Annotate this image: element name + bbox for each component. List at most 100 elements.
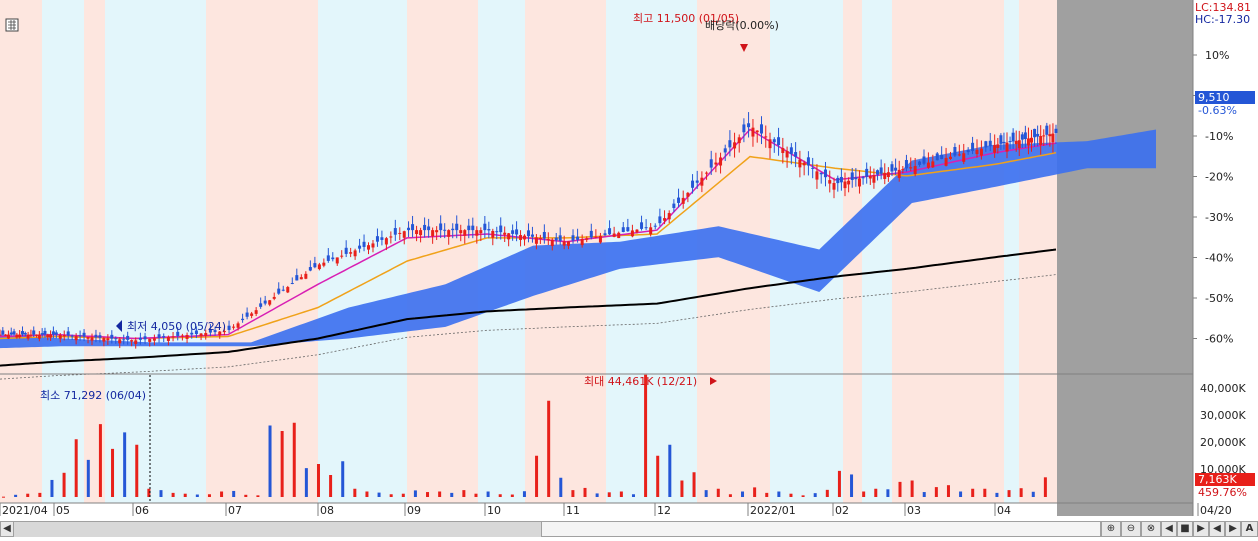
candle-body [411, 224, 415, 231]
volume-bar [74, 439, 78, 497]
candle-body [953, 147, 957, 156]
volume-bar [971, 488, 975, 497]
volume-bar [862, 491, 866, 497]
candle-body [491, 230, 495, 238]
last-button[interactable]: ▶ [1193, 521, 1209, 537]
candle-body [909, 167, 913, 169]
x-tick-label: 2021/04 [2, 504, 48, 517]
candle-body [407, 227, 411, 231]
candle-body [580, 238, 584, 246]
candle-body [1017, 140, 1021, 149]
zoom-out-button[interactable]: ⊖ [1121, 521, 1141, 537]
candle-body [487, 229, 491, 231]
month-band [478, 0, 525, 503]
candle-body [322, 262, 326, 266]
candle-body [272, 296, 276, 299]
grid-lines-icon [8, 20, 16, 30]
volume-bar [571, 490, 575, 497]
volume-bar [377, 492, 381, 497]
candle-body [948, 156, 952, 159]
month-band [206, 0, 318, 503]
volume-bar [268, 425, 272, 497]
candle-body [29, 334, 33, 336]
first-button[interactable]: ◀ [1161, 521, 1177, 537]
candle-body [542, 231, 546, 239]
font-size-button[interactable]: A [1241, 521, 1258, 537]
candle-body [519, 235, 523, 240]
candle-body [781, 148, 785, 154]
y-axis: 10%-0%-10%-20%-30%-40%-50%-60%40,000K30,… [1193, 49, 1246, 476]
ma-long-dotted-line [0, 274, 1057, 380]
candle-body [367, 245, 371, 250]
candle-body [254, 310, 258, 314]
candle-body [681, 197, 685, 204]
y-tick-label: 10% [1205, 49, 1229, 62]
zoom-fit-button[interactable]: ⊗ [1141, 521, 1161, 537]
candle-body [894, 167, 898, 171]
candle-body [550, 239, 554, 246]
stop-button[interactable]: ■ [1177, 521, 1193, 537]
candle-body [653, 225, 657, 227]
candle-body [66, 331, 70, 336]
candle-body [375, 236, 379, 242]
candle-body [483, 223, 487, 231]
candle-body [686, 192, 690, 197]
prev-page-button[interactable]: ◀ [1209, 521, 1225, 537]
candle-body [402, 231, 406, 238]
candle-body [700, 177, 704, 186]
volume-bar [789, 493, 793, 497]
candle-body [649, 227, 653, 235]
volume-bar [559, 477, 563, 497]
candle-body [443, 229, 447, 231]
candle-body [1039, 136, 1043, 145]
candle-body [157, 334, 161, 338]
candle-body [962, 153, 966, 162]
candle-body [832, 183, 836, 190]
candle-body [617, 232, 621, 239]
candle-body [362, 241, 366, 247]
volume-bar [728, 494, 732, 497]
scroll-track[interactable] [14, 521, 541, 537]
volume-bar [365, 491, 369, 497]
candle-body [558, 235, 562, 241]
volume-bar [232, 490, 236, 497]
candle-body [232, 326, 236, 328]
candle-body [747, 123, 751, 128]
volume-bar [983, 488, 987, 497]
candle-body [854, 177, 858, 180]
candle-body [110, 334, 114, 339]
candle-body [102, 338, 106, 342]
candle-body [733, 142, 737, 149]
candle-body [742, 124, 746, 133]
scroll-left-button[interactable]: ◀ [0, 521, 14, 537]
next-page-button[interactable]: ▶ [1225, 521, 1241, 537]
candle-body [876, 170, 880, 175]
candle-body [603, 233, 607, 236]
volume-bar [801, 495, 805, 497]
candle-body [836, 177, 840, 184]
future-area [1057, 0, 1193, 516]
volume-bar [38, 492, 42, 497]
volume-bar [401, 493, 405, 497]
candle-body [621, 227, 625, 232]
volume-bar [753, 487, 757, 497]
candle-body [380, 237, 384, 240]
candle-body [534, 237, 538, 244]
candle-body [811, 167, 815, 169]
last-price-box [1195, 91, 1255, 104]
candle-body [43, 330, 47, 335]
candle-body [935, 153, 939, 161]
candle-body [789, 147, 793, 154]
scroll-thumb[interactable] [541, 521, 1101, 537]
candle-body [4, 334, 8, 336]
zoom-in-button[interactable]: ⊕ [1101, 521, 1121, 537]
candle-body [277, 288, 281, 294]
volume-bar [474, 493, 478, 497]
candle-body [993, 145, 997, 153]
candle-body [185, 334, 189, 339]
candle-body [918, 161, 922, 165]
candle-body [709, 159, 713, 168]
candle-body [90, 337, 94, 341]
